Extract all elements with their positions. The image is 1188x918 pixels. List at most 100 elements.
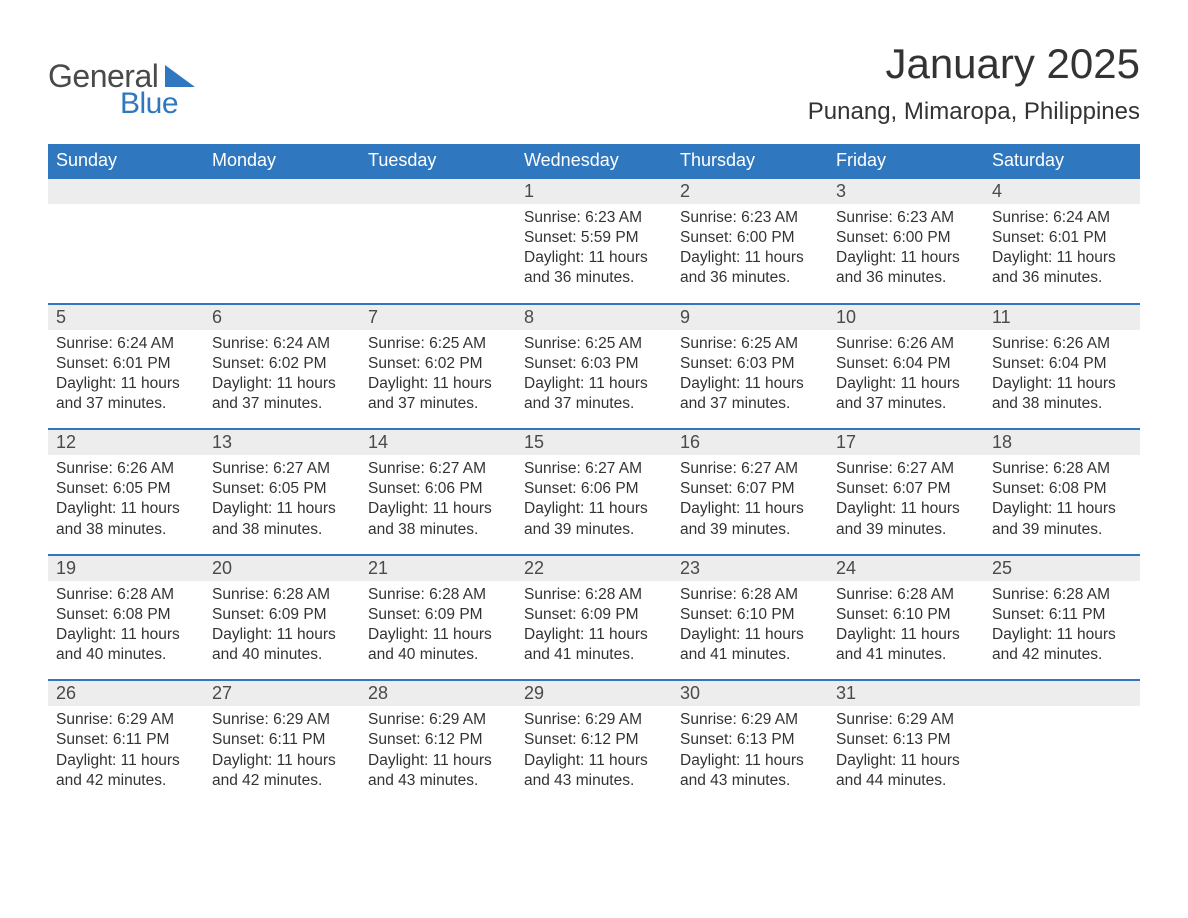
sunset-text: Sunset: 6:07 PM xyxy=(836,479,976,499)
sunset-text: Sunset: 6:09 PM xyxy=(368,605,508,625)
day-body: Sunrise: 6:23 AMSunset: 6:00 PMDaylight:… xyxy=(672,204,828,289)
day-cell: 14Sunrise: 6:27 AMSunset: 6:06 PMDayligh… xyxy=(360,428,516,554)
day-body: Sunrise: 6:25 AMSunset: 6:03 PMDaylight:… xyxy=(516,330,672,415)
weekday-header-row: SundayMondayTuesdayWednesdayThursdayFrid… xyxy=(48,144,1140,177)
day-cell: 29Sunrise: 6:29 AMSunset: 6:12 PMDayligh… xyxy=(516,679,672,805)
sunrise-text: Sunrise: 6:27 AM xyxy=(524,459,664,479)
sunset-text: Sunset: 6:02 PM xyxy=(212,354,352,374)
sunrise-text: Sunrise: 6:29 AM xyxy=(368,710,508,730)
day-body: Sunrise: 6:27 AMSunset: 6:06 PMDaylight:… xyxy=(360,455,516,540)
sunrise-text: Sunrise: 6:26 AM xyxy=(836,334,976,354)
day-number: 25 xyxy=(984,554,1140,581)
sunrise-text: Sunrise: 6:25 AM xyxy=(680,334,820,354)
day-number: 23 xyxy=(672,554,828,581)
day-number: 19 xyxy=(48,554,204,581)
weekday-header: Sunday xyxy=(48,144,204,177)
day-body: Sunrise: 6:28 AMSunset: 6:08 PMDaylight:… xyxy=(984,455,1140,540)
daylight-text: Daylight: 11 hours and 43 minutes. xyxy=(524,751,664,791)
sunrise-text: Sunrise: 6:29 AM xyxy=(212,710,352,730)
sunset-text: Sunset: 6:11 PM xyxy=(212,730,352,750)
daylight-text: Daylight: 11 hours and 39 minutes. xyxy=(524,499,664,539)
daylight-text: Daylight: 11 hours and 42 minutes. xyxy=(992,625,1132,665)
day-cell: 27Sunrise: 6:29 AMSunset: 6:11 PMDayligh… xyxy=(204,679,360,805)
day-cell: 17Sunrise: 6:27 AMSunset: 6:07 PMDayligh… xyxy=(828,428,984,554)
daylight-text: Daylight: 11 hours and 36 minutes. xyxy=(836,248,976,288)
sunset-text: Sunset: 6:13 PM xyxy=(680,730,820,750)
day-cell: 28Sunrise: 6:29 AMSunset: 6:12 PMDayligh… xyxy=(360,679,516,805)
sunrise-text: Sunrise: 6:27 AM xyxy=(368,459,508,479)
day-cell: 24Sunrise: 6:28 AMSunset: 6:10 PMDayligh… xyxy=(828,554,984,680)
day-body: Sunrise: 6:24 AMSunset: 6:01 PMDaylight:… xyxy=(984,204,1140,289)
daylight-text: Daylight: 11 hours and 39 minutes. xyxy=(680,499,820,539)
week-row: 12Sunrise: 6:26 AMSunset: 6:05 PMDayligh… xyxy=(48,428,1140,554)
day-number: 26 xyxy=(48,679,204,706)
weekday-header: Wednesday xyxy=(516,144,672,177)
day-cell: . xyxy=(984,679,1140,805)
sunrise-text: Sunrise: 6:26 AM xyxy=(992,334,1132,354)
day-body: Sunrise: 6:28 AMSunset: 6:11 PMDaylight:… xyxy=(984,581,1140,666)
sunset-text: Sunset: 6:03 PM xyxy=(680,354,820,374)
day-number: . xyxy=(48,177,204,204)
day-cell: 8Sunrise: 6:25 AMSunset: 6:03 PMDaylight… xyxy=(516,303,672,429)
sunset-text: Sunset: 6:05 PM xyxy=(56,479,196,499)
sunset-text: Sunset: 6:08 PM xyxy=(992,479,1132,499)
day-cell: 4Sunrise: 6:24 AMSunset: 6:01 PMDaylight… xyxy=(984,177,1140,303)
day-cell: 7Sunrise: 6:25 AMSunset: 6:02 PMDaylight… xyxy=(360,303,516,429)
week-row: ...1Sunrise: 6:23 AMSunset: 5:59 PMDayli… xyxy=(48,177,1140,303)
day-number: 2 xyxy=(672,177,828,204)
daylight-text: Daylight: 11 hours and 39 minutes. xyxy=(836,499,976,539)
day-number: 28 xyxy=(360,679,516,706)
day-cell: 25Sunrise: 6:28 AMSunset: 6:11 PMDayligh… xyxy=(984,554,1140,680)
day-number: 18 xyxy=(984,428,1140,455)
sunrise-text: Sunrise: 6:28 AM xyxy=(524,585,664,605)
daylight-text: Daylight: 11 hours and 42 minutes. xyxy=(212,751,352,791)
day-cell: . xyxy=(48,177,204,303)
day-body: Sunrise: 6:28 AMSunset: 6:09 PMDaylight:… xyxy=(204,581,360,666)
sunset-text: Sunset: 6:04 PM xyxy=(836,354,976,374)
day-body: Sunrise: 6:28 AMSunset: 6:09 PMDaylight:… xyxy=(360,581,516,666)
sunrise-text: Sunrise: 6:27 AM xyxy=(836,459,976,479)
sunrise-text: Sunrise: 6:24 AM xyxy=(992,208,1132,228)
day-body: Sunrise: 6:29 AMSunset: 6:13 PMDaylight:… xyxy=(672,706,828,791)
sunrise-text: Sunrise: 6:27 AM xyxy=(212,459,352,479)
week-row: 19Sunrise: 6:28 AMSunset: 6:08 PMDayligh… xyxy=(48,554,1140,680)
week-row: 5Sunrise: 6:24 AMSunset: 6:01 PMDaylight… xyxy=(48,303,1140,429)
sunset-text: Sunset: 6:04 PM xyxy=(992,354,1132,374)
sunrise-text: Sunrise: 6:28 AM xyxy=(836,585,976,605)
weekday-header: Monday xyxy=(204,144,360,177)
day-body: Sunrise: 6:24 AMSunset: 6:02 PMDaylight:… xyxy=(204,330,360,415)
day-number: 30 xyxy=(672,679,828,706)
daylight-text: Daylight: 11 hours and 42 minutes. xyxy=(56,751,196,791)
sunset-text: Sunset: 6:10 PM xyxy=(680,605,820,625)
day-cell: 18Sunrise: 6:28 AMSunset: 6:08 PMDayligh… xyxy=(984,428,1140,554)
weekday-header: Friday xyxy=(828,144,984,177)
page-title: January 2025 xyxy=(808,40,1140,88)
logo: General Blue xyxy=(48,40,195,121)
daylight-text: Daylight: 11 hours and 43 minutes. xyxy=(368,751,508,791)
daylight-text: Daylight: 11 hours and 41 minutes. xyxy=(680,625,820,665)
sunset-text: Sunset: 6:10 PM xyxy=(836,605,976,625)
daylight-text: Daylight: 11 hours and 38 minutes. xyxy=(992,374,1132,414)
sunrise-text: Sunrise: 6:23 AM xyxy=(524,208,664,228)
day-number: . xyxy=(204,177,360,204)
sunrise-text: Sunrise: 6:29 AM xyxy=(680,710,820,730)
day-body: Sunrise: 6:28 AMSunset: 6:08 PMDaylight:… xyxy=(48,581,204,666)
calendar: SundayMondayTuesdayWednesdayThursdayFrid… xyxy=(48,144,1140,805)
day-cell: 31Sunrise: 6:29 AMSunset: 6:13 PMDayligh… xyxy=(828,679,984,805)
day-body: Sunrise: 6:26 AMSunset: 6:04 PMDaylight:… xyxy=(828,330,984,415)
sunrise-text: Sunrise: 6:29 AM xyxy=(524,710,664,730)
daylight-text: Daylight: 11 hours and 37 minutes. xyxy=(836,374,976,414)
day-cell: 19Sunrise: 6:28 AMSunset: 6:08 PMDayligh… xyxy=(48,554,204,680)
day-body: Sunrise: 6:27 AMSunset: 6:07 PMDaylight:… xyxy=(828,455,984,540)
daylight-text: Daylight: 11 hours and 37 minutes. xyxy=(524,374,664,414)
day-body: Sunrise: 6:28 AMSunset: 6:10 PMDaylight:… xyxy=(672,581,828,666)
sunrise-text: Sunrise: 6:24 AM xyxy=(212,334,352,354)
day-cell: 20Sunrise: 6:28 AMSunset: 6:09 PMDayligh… xyxy=(204,554,360,680)
day-number: 7 xyxy=(360,303,516,330)
title-block: January 2025 Punang, Mimaropa, Philippin… xyxy=(808,40,1140,126)
day-number: 4 xyxy=(984,177,1140,204)
header-block: General Blue January 2025 Punang, Mimaro… xyxy=(48,40,1140,126)
weekday-header: Thursday xyxy=(672,144,828,177)
day-cell: 11Sunrise: 6:26 AMSunset: 6:04 PMDayligh… xyxy=(984,303,1140,429)
daylight-text: Daylight: 11 hours and 39 minutes. xyxy=(992,499,1132,539)
